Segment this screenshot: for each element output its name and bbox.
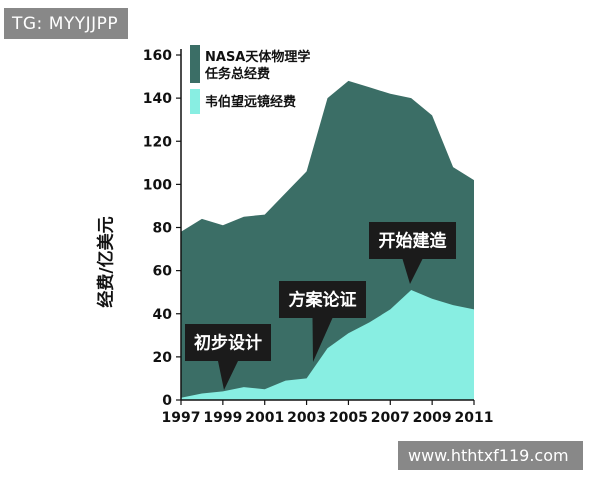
x-tick-label: 2007 (371, 410, 410, 426)
x-tick-label: 1997 (162, 410, 201, 426)
x-tick-label: 2005 (329, 410, 368, 426)
area-series-2 (181, 290, 474, 400)
watermark-top: TG: MYYJJPP (4, 8, 129, 39)
annotation-label: 初步设计 (194, 333, 262, 354)
y-tick-label: 80 (153, 221, 173, 237)
legend-swatch-1 (190, 45, 200, 83)
chart-areas (181, 80, 474, 401)
y-tick-label: 40 (153, 307, 173, 323)
annotation-box (279, 281, 366, 318)
y-tick-label: 0 (162, 393, 172, 409)
x-tick-label: 1999 (203, 410, 242, 426)
y-tick-label: 20 (153, 350, 173, 366)
annotation-label: 开始建造 (379, 231, 448, 252)
annotation-box (185, 324, 271, 361)
legend-swatch-2 (190, 89, 200, 114)
legend-label-1: NASA天体物理学任务总经费 (204, 49, 310, 82)
y-tick-label: 60 (153, 264, 173, 280)
annotation-pointer (312, 318, 333, 362)
annotation-box (369, 222, 456, 259)
y-tick-label: 160 (143, 48, 172, 64)
legend-label-2: 韦伯望远镜经费 (205, 94, 296, 110)
annotation-pointer (218, 361, 238, 390)
y-axis-label: 经费/亿美元 (96, 216, 117, 308)
y-tick-label: 140 (143, 91, 172, 107)
x-tick-label: 2001 (245, 410, 284, 426)
annotation-pointer (402, 259, 423, 284)
chart-annotations: 初步设计 方案论证 开始建造 (185, 222, 456, 390)
y-tick-label: 120 (143, 134, 172, 150)
watermark-bottom: www.hthtxf119.com (398, 441, 583, 470)
annotation-label: 方案论证 (289, 290, 357, 311)
x-tick-label: 2009 (413, 410, 452, 426)
x-tick-label: 2003 (287, 410, 326, 426)
x-tick-label: 2011 (455, 410, 494, 426)
y-tick-label: 100 (143, 177, 172, 193)
